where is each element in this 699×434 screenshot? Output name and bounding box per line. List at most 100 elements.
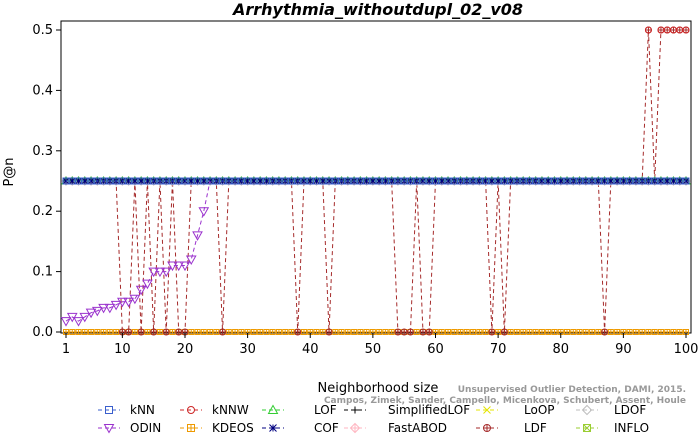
point-COF xyxy=(325,177,333,185)
point-KDEOS xyxy=(344,329,351,335)
point-COF xyxy=(319,177,327,185)
point-KDEOS xyxy=(250,329,257,335)
legend-item-LDF: LDF xyxy=(476,421,547,434)
point-LDF xyxy=(683,27,689,33)
point-ODIN xyxy=(160,267,172,278)
point-COF xyxy=(494,177,502,185)
legend-item-kNN: kNN xyxy=(98,403,155,417)
point-KDEOS xyxy=(413,329,420,335)
legend-label: LDF xyxy=(524,421,547,434)
legend: kNN kNNW LOF SimplifiedLOF LoOP LDOF ODIN KDEOS… xyxy=(98,403,649,434)
x-axis-label: Neighborhood size xyxy=(318,381,439,396)
point-KDEOS xyxy=(363,329,370,335)
point-ODIN xyxy=(135,285,147,296)
point-KDEOS xyxy=(194,329,201,335)
point-ODIN xyxy=(167,261,178,272)
point-COF xyxy=(382,177,389,185)
point-KDEOS xyxy=(645,329,652,335)
legend-item-ODIN: ODIN xyxy=(98,421,161,434)
legend-label: kNNW xyxy=(212,403,249,417)
legend-item-LOF: LOF xyxy=(262,403,337,417)
y-tick-label: 0.0 xyxy=(32,325,53,340)
point-ODIN xyxy=(79,312,91,323)
y-tick-label: 0.2 xyxy=(32,204,53,219)
point-ODIN xyxy=(117,297,128,308)
point-KDEOS xyxy=(113,329,120,335)
point-LDF xyxy=(150,329,157,335)
legend-label: ODIN xyxy=(130,421,161,434)
point-COF xyxy=(187,177,195,185)
point-KDEOS xyxy=(520,329,527,335)
point-COF xyxy=(194,177,201,185)
point-ODIN xyxy=(98,303,109,314)
point-ODIN xyxy=(73,317,84,327)
series-ODIN xyxy=(60,180,211,327)
x-tick-label: 1 xyxy=(62,342,70,357)
point-KDEOS xyxy=(288,329,295,335)
point-COF xyxy=(444,177,452,185)
series-line-ODIN xyxy=(65,180,211,322)
point-COF xyxy=(419,177,427,185)
point-KDEOS xyxy=(545,329,552,335)
point-LDF xyxy=(125,329,132,335)
legend-marker xyxy=(351,406,359,414)
point-LDF xyxy=(401,329,408,335)
point-KDEOS xyxy=(207,329,214,335)
point-KDEOS xyxy=(319,329,326,335)
legend-item-COF: COF xyxy=(262,421,339,434)
legend-marker xyxy=(581,404,593,416)
point-KDEOS xyxy=(570,329,577,335)
point-KDEOS xyxy=(532,329,539,335)
point-ODIN xyxy=(123,297,134,308)
point-COF xyxy=(670,177,677,185)
point-KDEOS xyxy=(576,329,583,335)
point-COF xyxy=(131,177,139,185)
point-KDEOS xyxy=(106,329,113,335)
point-KDEOS xyxy=(482,329,489,335)
point-ODIN xyxy=(192,231,203,241)
x-tick-label: 50 xyxy=(365,342,382,357)
point-COF xyxy=(256,177,264,185)
x-tick-label: 100 xyxy=(674,342,699,357)
point-KDEOS xyxy=(88,329,95,335)
point-KDEOS xyxy=(639,329,646,335)
point-KDEOS xyxy=(476,329,483,335)
point-KDEOS xyxy=(507,329,514,335)
point-COF xyxy=(482,177,489,185)
point-KDEOS xyxy=(564,329,571,335)
point-kNNW xyxy=(682,26,690,34)
point-COF xyxy=(488,177,496,185)
legend-label: LDOF xyxy=(614,403,646,417)
point-LDF xyxy=(175,329,182,335)
point-LDF xyxy=(645,27,652,33)
point-KDEOS xyxy=(238,329,245,335)
legend-marker xyxy=(187,424,195,432)
point-COF xyxy=(620,177,627,185)
point-COF xyxy=(250,177,258,185)
legend-item-kNNW: kNNW xyxy=(180,403,249,417)
point-ODIN xyxy=(173,261,185,272)
x-tick-label: 60 xyxy=(427,342,444,357)
point-ODIN xyxy=(154,267,166,278)
point-KDEOS xyxy=(651,329,658,335)
legend-label: kNN xyxy=(130,403,155,417)
point-KDEOS xyxy=(676,329,683,335)
point-KDEOS xyxy=(376,329,383,335)
point-ODIN xyxy=(104,303,116,314)
series-kNNW xyxy=(644,26,690,34)
point-kNNW xyxy=(644,26,652,34)
point-KDEOS xyxy=(657,329,664,335)
legend-item-INFLO: INFLO xyxy=(576,421,649,434)
point-ODIN xyxy=(198,207,210,217)
series-KDEOS xyxy=(63,329,689,335)
legend-marker xyxy=(267,404,279,414)
point-LDF xyxy=(488,329,495,335)
plot-border xyxy=(60,20,692,334)
point-COF xyxy=(313,177,320,185)
point-KDEOS xyxy=(200,329,207,335)
point-LDF xyxy=(676,27,683,33)
point-COF xyxy=(613,177,621,185)
y-tick-label: 0.3 xyxy=(32,144,53,159)
point-COF xyxy=(676,177,684,185)
axes: 0.0 0.1 0.2 0.3 0.4 0.5 1 10 20 30 40 50 60 70 80 90 100 xyxy=(32,23,698,357)
